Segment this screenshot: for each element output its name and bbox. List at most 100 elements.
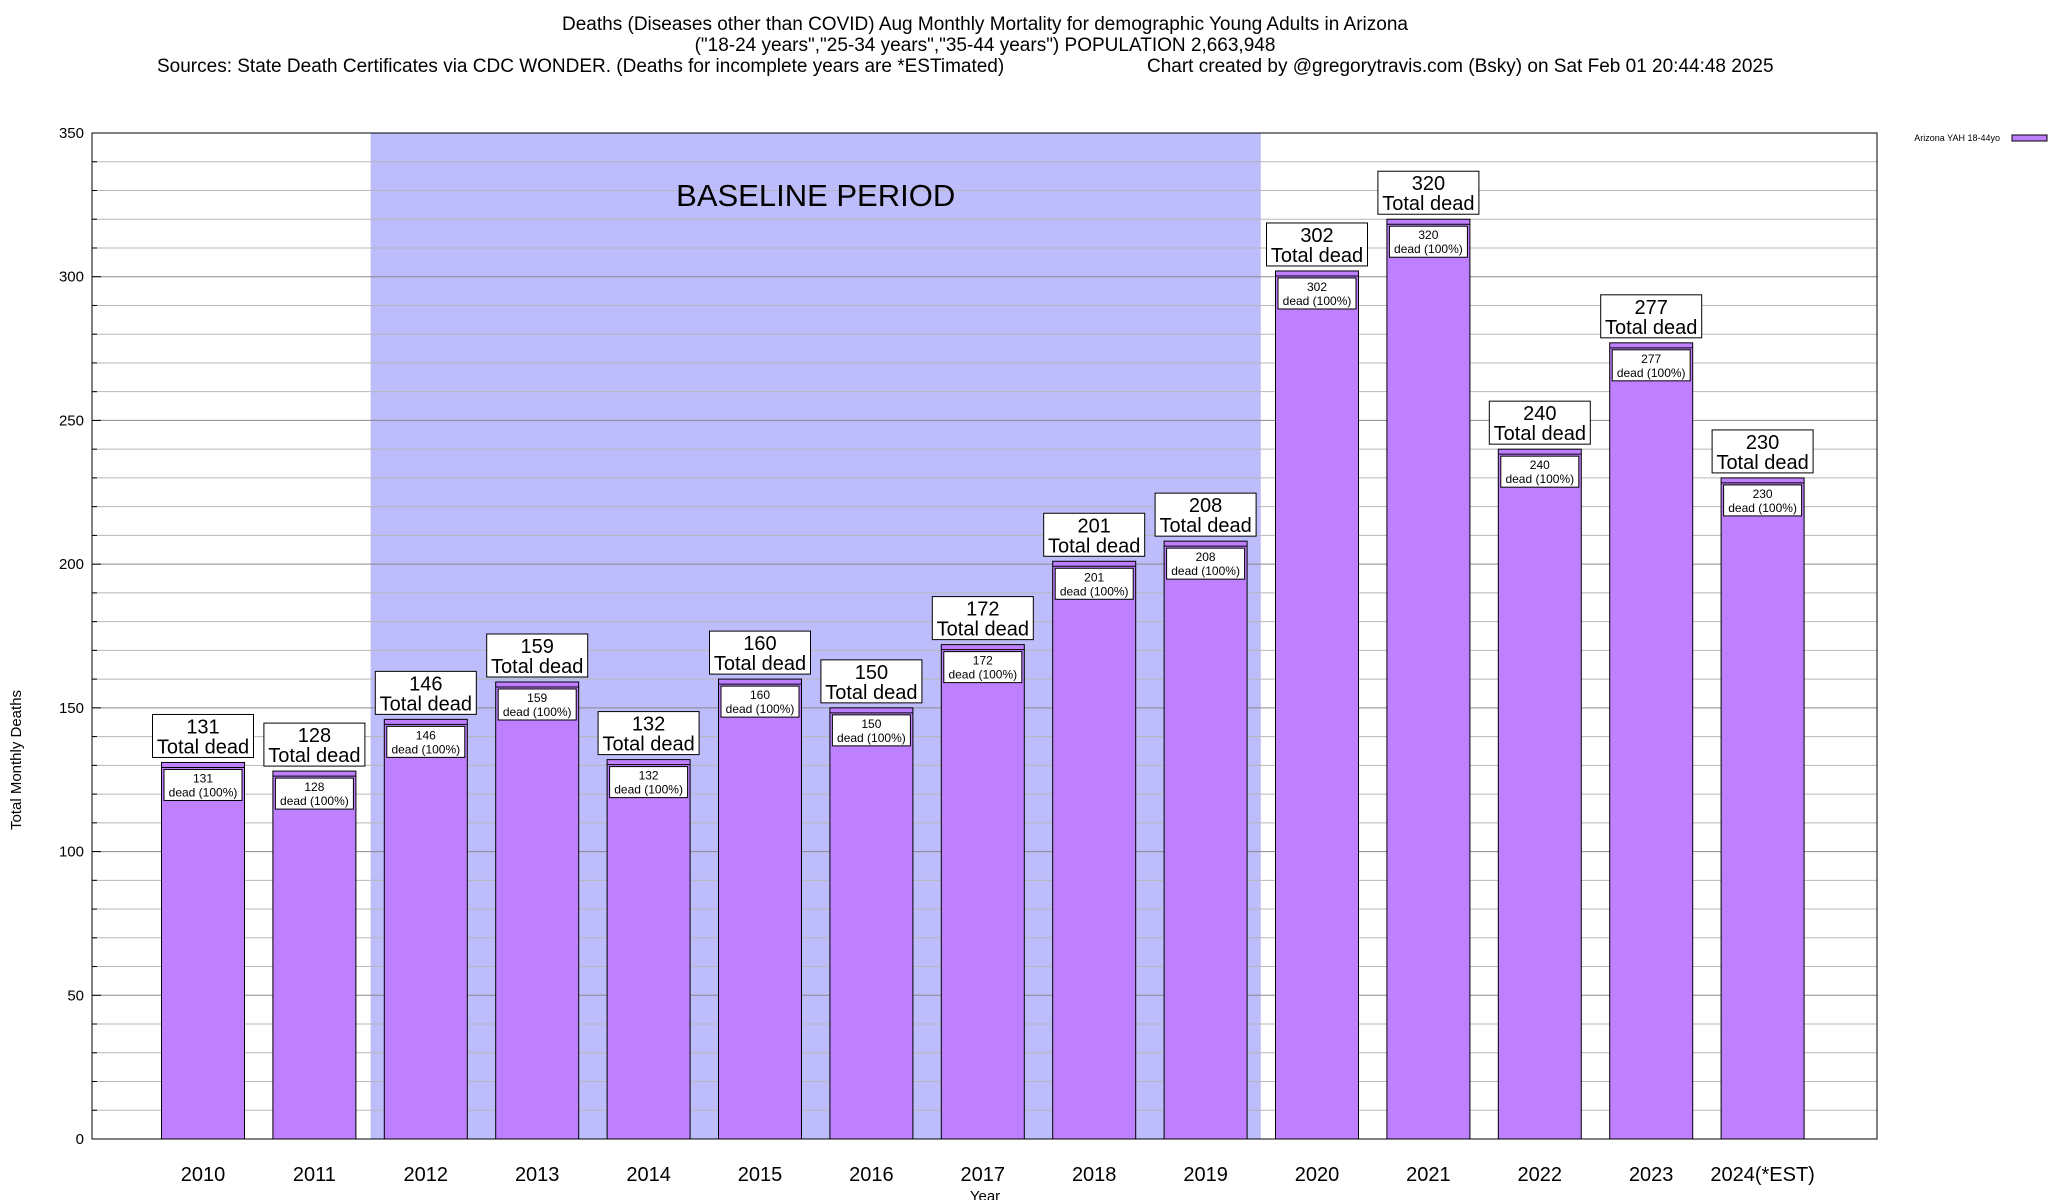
- inner-label-suffix: dead (100%): [948, 668, 1017, 682]
- total-label-value: 240: [1523, 403, 1556, 425]
- total-label-box: [1266, 222, 1368, 267]
- legend-swatch: [2011, 134, 2048, 142]
- inner-label-suffix: dead (100%): [614, 783, 683, 797]
- inner-label-box: [831, 714, 911, 747]
- inner-label-value: 150: [861, 717, 881, 731]
- total-label-box: [263, 722, 366, 767]
- y-tick-label: 150: [59, 700, 84, 717]
- total-label-suffix: Total dead: [825, 682, 917, 704]
- inner-label-value: 160: [750, 688, 770, 702]
- inner-label-box: [943, 651, 1023, 684]
- total-label-value: 277: [1635, 297, 1668, 319]
- x-tick-label: 2019: [1183, 1164, 1228, 1186]
- y-tick-label: 100: [59, 844, 84, 861]
- total-label-suffix: Total dead: [1159, 515, 1251, 537]
- x-tick-label: 2011: [293, 1164, 336, 1186]
- bar: [718, 678, 802, 1140]
- total-label-suffix: Total dead: [491, 656, 583, 678]
- x-tick-label: 2010: [181, 1164, 226, 1186]
- inner-label-box: [274, 777, 354, 810]
- y-tick-label: 250: [59, 412, 84, 429]
- total-label-box: [152, 713, 254, 758]
- y-tick-label: 350: [59, 125, 84, 142]
- total-label-box: [1711, 429, 1814, 474]
- bar: [829, 707, 914, 1140]
- total-label-box: [1043, 512, 1146, 557]
- total-label-box: [709, 630, 811, 675]
- inner-label-value: 230: [1753, 487, 1773, 501]
- inner-label-suffix: dead (100%): [503, 705, 572, 719]
- total-label-box: [1377, 170, 1480, 215]
- bar: [495, 681, 580, 1140]
- x-tick-label: 2013: [515, 1164, 560, 1186]
- chart-subtitle: ("18-24 years","25-34 years","35-44 year…: [695, 35, 1276, 56]
- x-tick-label: 2018: [1072, 1164, 1117, 1186]
- inner-label-suffix: dead (100%): [391, 742, 460, 756]
- inner-label-box: [1054, 567, 1134, 600]
- total-label-value: 146: [409, 673, 442, 695]
- x-tick-label: 2012: [404, 1164, 449, 1186]
- inner-label-value: 302: [1307, 280, 1327, 294]
- total-label-box: [1600, 294, 1703, 339]
- inner-label-suffix: dead (100%): [169, 785, 238, 799]
- total-label-suffix: Total dead: [157, 736, 249, 758]
- total-label-value: 230: [1746, 432, 1779, 454]
- x-tick-label: 2020: [1295, 1164, 1340, 1186]
- inner-label-value: 277: [1641, 352, 1661, 366]
- inner-label-suffix: dead (100%): [1171, 564, 1240, 578]
- total-label-box: [931, 596, 1034, 641]
- x-tick-label: 2014: [626, 1164, 671, 1186]
- total-label-suffix: Total dead: [1605, 317, 1697, 339]
- total-label-suffix: Total dead: [1494, 423, 1586, 445]
- legend: Arizona YAH 18-44yo: [1914, 133, 2048, 143]
- bar: [940, 644, 1025, 1140]
- y-axis-label: Total Monthly Deaths: [8, 690, 25, 830]
- inner-label-suffix: dead (100%): [280, 794, 349, 808]
- inner-label-value: 132: [639, 769, 659, 783]
- y-axis: 0 50 100 150 200 250 300 350: [59, 125, 101, 1148]
- x-tick-label: 2024(*EST): [1710, 1164, 1815, 1186]
- total-label-value: 128: [298, 725, 331, 747]
- total-label-value: 320: [1412, 173, 1445, 195]
- bar: [1386, 218, 1471, 1140]
- inner-label-value: 146: [416, 728, 436, 742]
- inner-label-value: 159: [527, 691, 547, 705]
- chart-sources: Sources: State Death Certificates via CD…: [157, 56, 1004, 77]
- inner-label-suffix: dead (100%): [1728, 501, 1797, 515]
- inner-label-box: [1611, 349, 1691, 382]
- total-label-value: 302: [1300, 225, 1333, 247]
- total-label-suffix: Total dead: [937, 619, 1029, 641]
- inner-label-value: 172: [973, 654, 993, 668]
- bar: [1275, 270, 1359, 1140]
- total-label-value: 131: [186, 716, 219, 738]
- bar: [272, 770, 357, 1140]
- inner-label-value: 128: [304, 780, 324, 794]
- inner-label-box: [720, 685, 800, 718]
- total-label-value: 150: [855, 662, 888, 684]
- inner-label-value: 131: [193, 771, 213, 785]
- total-label-value: 208: [1189, 495, 1222, 517]
- inner-label-suffix: dead (100%): [1060, 584, 1129, 598]
- bar: [606, 759, 691, 1140]
- y-tick-label: 300: [59, 269, 84, 286]
- bar: [1609, 342, 1694, 1140]
- inner-label-value: 240: [1530, 458, 1550, 472]
- total-label-value: 160: [743, 633, 776, 655]
- x-tick-label: 2016: [849, 1164, 894, 1186]
- x-tick-label: 2022: [1518, 1164, 1563, 1186]
- bar: [1497, 448, 1582, 1140]
- total-label-box: [820, 659, 923, 704]
- bar: [1052, 560, 1137, 1140]
- inner-label-suffix: dead (100%): [1394, 242, 1463, 256]
- inner-label-box: [163, 768, 243, 801]
- total-label-box: [486, 633, 589, 678]
- inner-label-value: 208: [1196, 550, 1216, 564]
- total-label-value: 201: [1078, 515, 1111, 537]
- y-tick-label: 200: [59, 556, 84, 573]
- total-label-suffix: Total dead: [602, 734, 694, 756]
- chart-title: Deaths (Diseases other than COVID) Aug M…: [562, 14, 1408, 35]
- x-tick-label: 2021: [1406, 1164, 1451, 1186]
- total-label-suffix: Total dead: [714, 653, 806, 675]
